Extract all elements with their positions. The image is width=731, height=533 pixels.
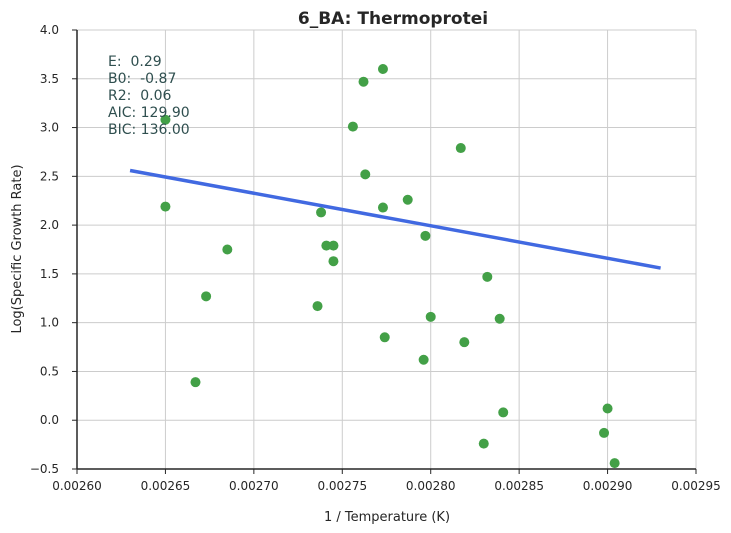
data-point <box>377 64 388 75</box>
fit-statistic-label: BIC: 136.00 <box>108 122 190 138</box>
data-point <box>459 337 470 348</box>
data-point <box>379 332 390 343</box>
x-tick-label: 0.00295 <box>671 479 721 493</box>
data-point <box>455 143 466 154</box>
data-point <box>328 256 339 267</box>
y-tick-label: 3.0 <box>40 121 59 135</box>
chart-title: 6_BA: Thermoprotei <box>298 9 488 29</box>
x-tick-label: 0.00290 <box>583 479 633 493</box>
data-point <box>328 240 339 251</box>
data-point <box>201 291 212 302</box>
fit-statistic-label: E: 0.29 <box>108 54 162 70</box>
data-point <box>425 311 436 322</box>
data-point <box>377 202 388 213</box>
data-point <box>494 313 505 324</box>
y-tick-label: 0.5 <box>40 364 59 378</box>
data-point <box>190 377 201 388</box>
data-points <box>160 64 620 469</box>
data-point <box>420 230 431 241</box>
fit-statistic-label: B0: -0.87 <box>108 71 176 87</box>
y-tick-label: 0.0 <box>40 413 59 427</box>
y-tick-label: 1.5 <box>40 267 59 281</box>
data-point <box>478 438 489 449</box>
data-point <box>602 403 613 414</box>
regression-line <box>129 168 661 270</box>
data-point <box>321 240 332 251</box>
data-point <box>316 207 327 218</box>
data-point <box>312 301 323 312</box>
fit-statistic-label: AIC: 129.90 <box>108 105 190 121</box>
data-point <box>418 354 429 365</box>
y-tick-label: 1.0 <box>40 316 59 330</box>
y-tick-label: 2.5 <box>40 169 59 183</box>
data-point <box>402 194 413 205</box>
y-tick-label: −0.5 <box>30 462 59 476</box>
tick-labels: 0.00260 0.00265 0.00270 0.00275 0.00280 0.002… <box>30 23 721 493</box>
x-tick-label: 0.00265 <box>141 479 191 493</box>
data-point <box>609 458 620 469</box>
fit-statistic-label: R2: 0.06 <box>108 88 172 104</box>
data-point <box>347 121 358 132</box>
axes <box>72 29 697 474</box>
data-point <box>482 271 493 282</box>
x-tick-label: 0.00270 <box>229 479 279 493</box>
x-axis-label: 1 / Temperature (K) <box>324 510 450 525</box>
y-tick-label: 4.0 <box>40 23 59 37</box>
x-tick-label: 0.00285 <box>494 479 544 493</box>
x-tick-label: 0.00260 <box>52 479 102 493</box>
data-point <box>599 427 610 438</box>
data-point <box>160 114 171 125</box>
data-point <box>498 407 509 418</box>
data-point <box>358 76 369 87</box>
x-tick-label: 0.00280 <box>406 479 456 493</box>
data-point <box>160 201 171 212</box>
y-axis-label: Log(Specific Growth Rate) <box>10 164 25 333</box>
y-tick-label: 3.5 <box>40 72 59 86</box>
y-tick-label: 2.0 <box>40 218 59 232</box>
data-point <box>360 169 371 180</box>
data-point <box>222 244 233 255</box>
x-tick-label: 0.00275 <box>317 479 367 493</box>
regression-line-group <box>129 168 661 270</box>
